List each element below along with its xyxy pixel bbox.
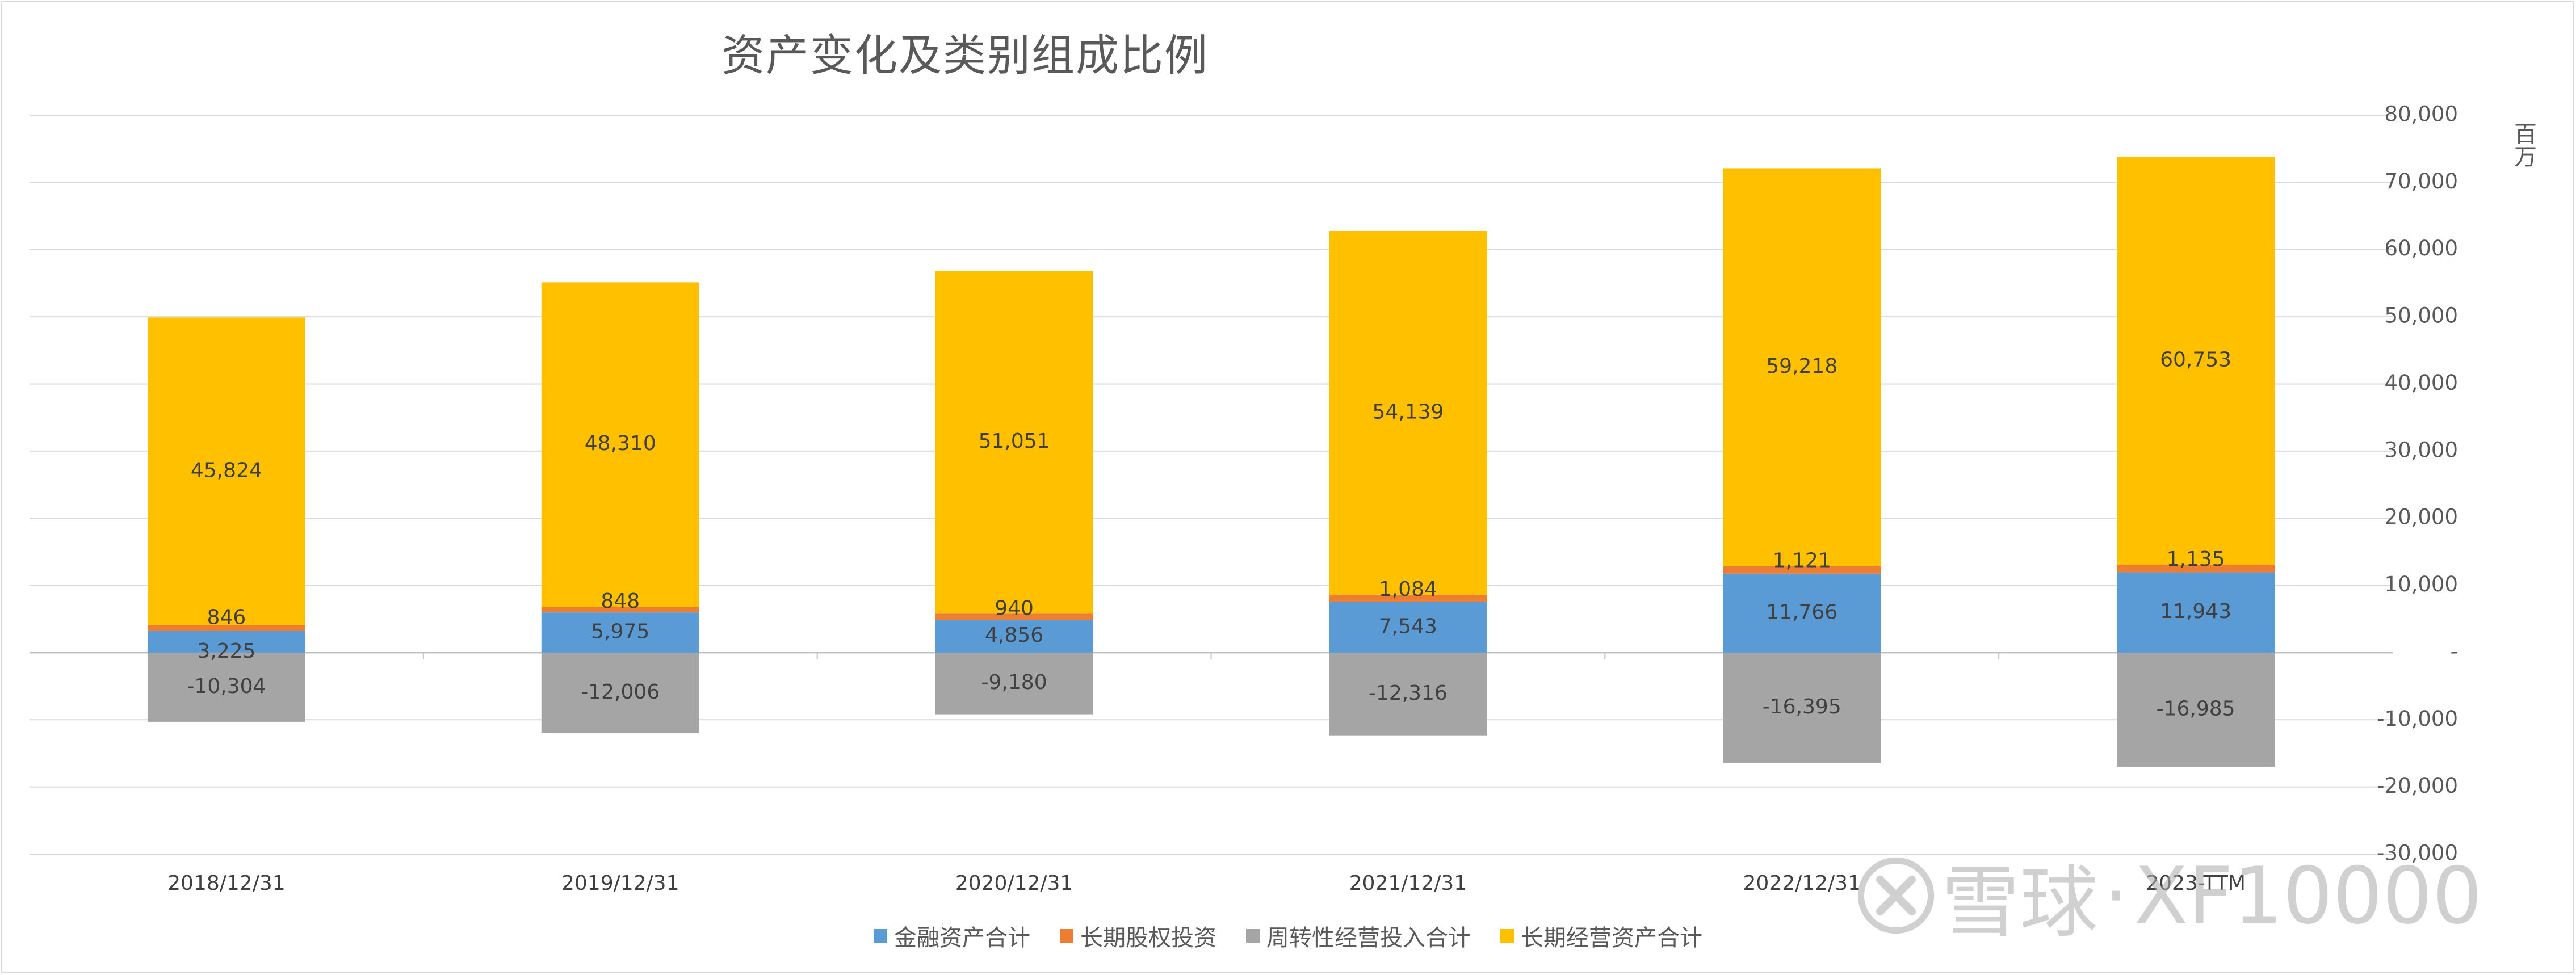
data-label: 54,139 — [1372, 400, 1444, 423]
legend-swatch — [1246, 929, 1260, 943]
bar-segment — [1329, 230, 1487, 595]
bar-segment — [1723, 573, 1881, 653]
data-label: 45,824 — [191, 459, 262, 482]
bar-segment — [147, 631, 305, 653]
legend-item: 金融资产合计 — [874, 919, 1030, 952]
data-label: 11,766 — [1766, 600, 1837, 624]
data-label: 3,225 — [197, 640, 255, 663]
x-tick-label: 2023-TTM — [2146, 872, 2246, 895]
bar-segment — [2117, 652, 2275, 767]
data-label: 846 — [207, 606, 246, 629]
legend-item: 长期经营资产合计 — [1500, 919, 1702, 952]
y-axis-unit: 百万 — [2510, 122, 2536, 167]
legend-swatch — [1500, 929, 1514, 943]
x-tick-label: 2018/12/31 — [167, 872, 286, 895]
legend-label: 长期股权投资 — [1080, 925, 1216, 951]
legend-swatch — [874, 929, 887, 943]
y-tick-label: 60,000 — [2385, 236, 2458, 260]
data-label: -16,985 — [2157, 697, 2235, 720]
legend-label: 长期经营资产合计 — [1521, 925, 1702, 951]
y-tick-label: 40,000 — [2385, 371, 2458, 395]
watermark-brand: 雪球 — [1941, 857, 2099, 948]
snowball-logo-icon — [1857, 857, 1935, 934]
bar-segment — [2117, 157, 2275, 565]
legend-label: 周转性经营投入合计 — [1266, 925, 1471, 951]
data-label: 4,856 — [985, 624, 1043, 647]
bar-segment — [541, 607, 699, 613]
y-tick-label: 80,000 — [2385, 102, 2458, 127]
y-tick-label: -10,000 — [2377, 707, 2458, 731]
y-tick-label: -30,000 — [2377, 841, 2458, 865]
y-tick-label: 70,000 — [2385, 169, 2458, 194]
y-tick-label: -20,000 — [2377, 774, 2458, 798]
y-tick-label: 10,000 — [2385, 572, 2458, 596]
x-tick-label: 2019/12/31 — [561, 872, 679, 895]
data-label: 1,135 — [2167, 548, 2225, 571]
x-tick-label: 2021/12/31 — [1349, 872, 1467, 895]
data-label: 848 — [601, 590, 640, 613]
data-label: 7,543 — [1379, 615, 1437, 638]
legend-item: 长期股权投资 — [1060, 919, 1216, 952]
legend-swatch — [1060, 929, 1073, 943]
bar-segment — [1329, 594, 1487, 602]
bar-segment — [935, 620, 1093, 653]
bar-segment — [541, 282, 699, 607]
bar-segment — [1723, 652, 1881, 763]
bar-segment — [147, 317, 305, 625]
data-label: -12,316 — [1369, 682, 1448, 705]
data-label: -10,304 — [187, 675, 266, 698]
legend-label: 金融资产合计 — [894, 925, 1030, 951]
legend-item: 周转性经营投入合计 — [1246, 919, 1471, 952]
watermark: 雪球 · XF10000 — [1856, 839, 2482, 952]
watermark-handle: XF10000 — [2134, 850, 2482, 942]
y-tick-label: 30,000 — [2385, 438, 2458, 462]
data-label: 1,121 — [1773, 549, 1831, 572]
y-tick-label: 50,000 — [2385, 304, 2458, 328]
y-tick-label: - — [2451, 639, 2458, 663]
x-tick-label: 2022/12/31 — [1743, 872, 1861, 895]
data-label: -9,180 — [981, 671, 1047, 694]
bar-segment — [1723, 566, 1881, 574]
legend: 金融资产合计 长期股权投资 周转性经营投入合计 长期经营资产合计 — [0, 919, 2576, 952]
y-tick-label: 20,000 — [2385, 505, 2458, 529]
chart-title: 资产变化及类别组成比例 — [721, 30, 1209, 81]
bar-segment — [541, 612, 699, 653]
data-label: 5,975 — [591, 620, 649, 644]
bar-segment — [1329, 602, 1487, 653]
data-label: 11,943 — [2160, 600, 2231, 623]
data-label: 59,218 — [1766, 355, 1837, 378]
bar-segment — [541, 652, 699, 734]
bar-segment — [2117, 565, 2275, 573]
bar-segment — [935, 613, 1093, 620]
data-label: -16,395 — [1763, 695, 1841, 718]
bar-segment — [1329, 652, 1487, 736]
bar-segment — [1723, 168, 1881, 566]
bar-segment — [147, 625, 305, 631]
x-tick-label: 2020/12/31 — [955, 872, 1073, 895]
bar-segment — [2117, 572, 2275, 653]
bar-segment — [147, 652, 305, 722]
data-label: 940 — [995, 596, 1034, 620]
data-label: 1,084 — [1379, 578, 1437, 601]
data-label: 60,753 — [2160, 348, 2231, 372]
bar-segment — [935, 652, 1093, 715]
bar-segment — [935, 271, 1093, 614]
data-label: 48,310 — [585, 432, 656, 455]
watermark-separator: · — [2104, 850, 2129, 942]
data-label: 51,051 — [979, 430, 1050, 453]
data-label: -12,006 — [581, 680, 660, 704]
